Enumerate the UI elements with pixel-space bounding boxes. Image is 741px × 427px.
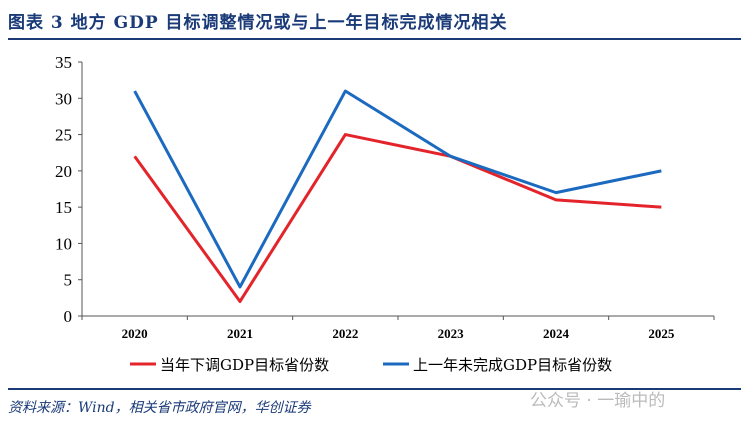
- source-note: 资料来源：Wind，相关省市政府官网，华创证券: [8, 400, 311, 416]
- x-tick-label: 2020: [122, 326, 148, 341]
- x-tick-label: 2024: [543, 326, 570, 341]
- title-rule: [8, 38, 741, 40]
- legend-label-2: 上一年未完成GDP目标省份数: [413, 356, 612, 374]
- x-tick-label: 2022: [332, 326, 358, 341]
- x-tick-label: 2025: [648, 326, 675, 341]
- series-line-1: [133, 133, 662, 303]
- x-tick-label: 2021: [227, 326, 253, 341]
- x-tick-label: 2023: [438, 326, 465, 341]
- y-tick-label: 5: [64, 271, 73, 290]
- y-tick-label: 15: [55, 198, 72, 217]
- y-tick-label: 10: [55, 234, 72, 253]
- y-tick-label: 25: [55, 126, 72, 145]
- y-tick-label: 0: [64, 307, 73, 326]
- chart-title: 图表 3 地方 GDP 目标调整情况或与上一年目标完成情况相关: [8, 13, 508, 33]
- watermark: 公众号 · 一瑜中的: [530, 391, 666, 411]
- y-tick-label: 35: [55, 53, 72, 72]
- source-rule: [8, 388, 741, 390]
- y-tick-label: 20: [55, 162, 72, 181]
- legend-label-1: 当年下调GDP目标省份数: [160, 356, 329, 374]
- y-tick-label: 30: [55, 89, 72, 108]
- series-line-2: [133, 89, 662, 289]
